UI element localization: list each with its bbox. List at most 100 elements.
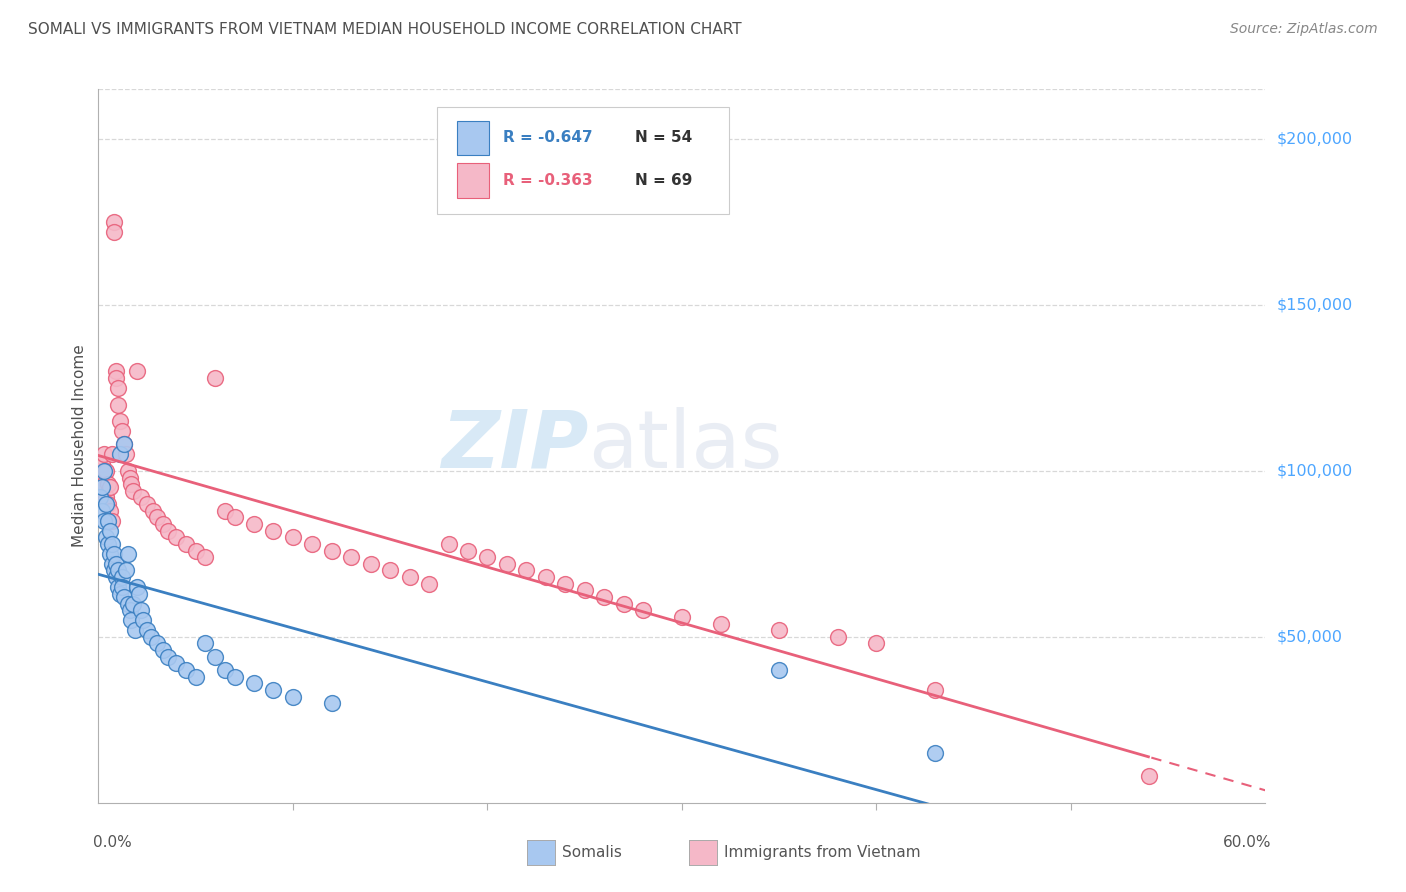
Point <box>108 414 131 428</box>
Point <box>96 491 118 505</box>
Text: $150,000: $150,000 <box>1277 297 1354 312</box>
Text: N = 69: N = 69 <box>636 173 693 188</box>
Y-axis label: Median Household Income: Median Household Income <box>72 344 87 548</box>
Point <box>117 597 139 611</box>
Point <box>97 497 120 511</box>
Text: Somalis: Somalis <box>562 846 623 860</box>
Point <box>204 649 226 664</box>
Point <box>214 663 236 677</box>
Point <box>93 477 115 491</box>
Point <box>477 550 499 565</box>
Point <box>534 570 557 584</box>
Point <box>96 497 118 511</box>
Point <box>107 381 129 395</box>
Point <box>103 225 125 239</box>
Point <box>437 537 460 551</box>
Point <box>117 547 139 561</box>
FancyBboxPatch shape <box>437 107 728 214</box>
Point <box>671 610 693 624</box>
Text: Immigrants from Vietnam: Immigrants from Vietnam <box>724 846 921 860</box>
Point <box>136 624 159 638</box>
Point <box>114 564 136 578</box>
Point <box>165 657 187 671</box>
Point <box>112 437 135 451</box>
Point <box>108 447 131 461</box>
Point <box>184 670 207 684</box>
Point <box>122 597 145 611</box>
Point <box>111 424 134 438</box>
Point <box>174 663 197 677</box>
Point <box>204 371 226 385</box>
Point <box>418 576 440 591</box>
Point <box>89 491 111 505</box>
Point <box>214 504 236 518</box>
Point <box>124 624 146 638</box>
Point <box>101 537 124 551</box>
Point <box>98 524 121 538</box>
Point <box>91 470 114 484</box>
Point <box>127 580 149 594</box>
Point <box>107 397 129 411</box>
Point <box>108 587 131 601</box>
Point <box>515 564 537 578</box>
Point <box>710 616 733 631</box>
Point <box>340 550 363 565</box>
Text: 0.0%: 0.0% <box>93 835 131 850</box>
Point <box>301 537 323 551</box>
Point <box>321 696 343 710</box>
Point <box>104 570 127 584</box>
Point <box>146 510 169 524</box>
Point <box>101 514 124 528</box>
Point <box>243 676 266 690</box>
Point <box>98 547 121 561</box>
Point <box>91 481 114 495</box>
Point <box>378 564 402 578</box>
Point <box>262 524 284 538</box>
Point <box>146 636 169 650</box>
Point <box>398 570 420 584</box>
Point <box>157 649 180 664</box>
Point <box>1137 769 1160 783</box>
Point <box>117 464 139 478</box>
Point <box>129 491 152 505</box>
Text: R = -0.363: R = -0.363 <box>503 173 593 188</box>
Text: SOMALI VS IMMIGRANTS FROM VIETNAM MEDIAN HOUSEHOLD INCOME CORRELATION CHART: SOMALI VS IMMIGRANTS FROM VIETNAM MEDIAN… <box>28 22 742 37</box>
Text: $200,000: $200,000 <box>1277 131 1353 146</box>
Point <box>136 497 159 511</box>
Point <box>101 557 124 571</box>
Point <box>104 364 127 378</box>
Point <box>121 613 143 627</box>
Point <box>768 663 790 677</box>
Point <box>129 603 152 617</box>
Point <box>243 516 266 531</box>
Point <box>132 613 155 627</box>
Point <box>152 516 174 531</box>
Text: 60.0%: 60.0% <box>1223 835 1271 850</box>
Point <box>104 371 127 385</box>
Point <box>128 587 150 601</box>
Text: ZIP: ZIP <box>441 407 589 485</box>
Point <box>281 690 304 704</box>
Point <box>93 447 115 461</box>
Point <box>112 590 135 604</box>
Point <box>768 624 790 638</box>
Point <box>865 636 887 650</box>
Point <box>612 597 634 611</box>
Point <box>111 570 134 584</box>
Point <box>97 477 120 491</box>
Point <box>127 364 149 378</box>
Point <box>112 437 135 451</box>
Point <box>93 464 115 478</box>
Point <box>118 603 141 617</box>
Point <box>194 550 217 565</box>
Point <box>165 530 187 544</box>
Point <box>924 746 946 760</box>
Point <box>101 447 124 461</box>
Point <box>184 543 207 558</box>
Point <box>96 530 118 544</box>
Point <box>321 543 343 558</box>
Point <box>91 457 114 471</box>
Point <box>107 564 129 578</box>
Point <box>224 510 246 524</box>
Text: atlas: atlas <box>589 407 783 485</box>
